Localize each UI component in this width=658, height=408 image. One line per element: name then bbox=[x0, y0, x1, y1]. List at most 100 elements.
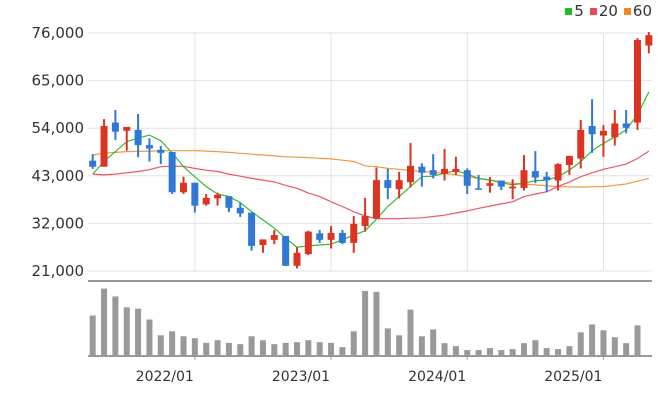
y-axis: 76,000 65,000 54,000 43,000 32,000 21,000 bbox=[32, 24, 85, 280]
candle-up bbox=[634, 39, 641, 123]
candle-down bbox=[191, 182, 199, 206]
candle-up bbox=[395, 180, 403, 190]
candle-down bbox=[463, 170, 471, 186]
volume-bar bbox=[339, 347, 346, 356]
candle-up bbox=[520, 170, 528, 188]
candle-up bbox=[180, 182, 187, 193]
legend: 5 20 60 bbox=[565, 2, 652, 20]
candle-down bbox=[248, 212, 256, 246]
candle-up bbox=[372, 180, 380, 219]
volume-bar bbox=[157, 335, 164, 356]
volume-bar bbox=[543, 348, 550, 356]
ma5-swatch bbox=[565, 7, 573, 15]
volume-bar bbox=[498, 350, 505, 356]
ma20-line bbox=[92, 150, 650, 220]
volume-bar bbox=[509, 349, 516, 356]
legend-label: 5 bbox=[574, 2, 584, 20]
candle-down bbox=[429, 170, 437, 175]
volume-bar bbox=[89, 315, 96, 356]
volume-bar bbox=[225, 342, 232, 356]
volume-bar bbox=[611, 337, 618, 356]
candle-up bbox=[441, 168, 449, 175]
candle-down bbox=[622, 123, 630, 128]
y-tick-label: 65,000 bbox=[32, 72, 85, 90]
volume-bar bbox=[521, 343, 527, 356]
candle-down bbox=[338, 232, 346, 243]
volume-bar bbox=[623, 343, 630, 356]
volume-bar bbox=[123, 307, 130, 356]
candles bbox=[89, 32, 653, 269]
candle-up bbox=[259, 239, 267, 246]
ma5-line bbox=[92, 91, 650, 248]
legend-label: 20 bbox=[598, 2, 618, 20]
candle-down bbox=[384, 180, 392, 188]
candle-down bbox=[588, 126, 596, 135]
candle-up bbox=[407, 165, 414, 183]
volume-bar bbox=[305, 340, 312, 356]
ma60-line bbox=[92, 150, 650, 188]
legend-label: 60 bbox=[632, 2, 652, 20]
candle-down bbox=[282, 235, 290, 266]
volume-bar bbox=[566, 346, 573, 356]
volume-bar bbox=[191, 338, 198, 356]
moving-averages bbox=[92, 91, 650, 248]
candle-down bbox=[89, 160, 97, 167]
candle-up bbox=[554, 164, 562, 181]
volume-bar bbox=[418, 336, 425, 356]
volume-bar bbox=[328, 342, 335, 356]
volume-bar bbox=[645, 355, 652, 356]
candle-up bbox=[327, 232, 335, 240]
volume-bar bbox=[555, 349, 562, 356]
candle-up bbox=[577, 129, 585, 159]
volume-bar bbox=[180, 336, 187, 356]
volume-bars bbox=[89, 288, 652, 356]
volume-bar bbox=[396, 335, 403, 356]
volume-bar bbox=[532, 340, 539, 356]
x-tick-label: 2023/01 bbox=[272, 369, 330, 385]
volume-bar bbox=[203, 342, 210, 356]
volume-bar bbox=[384, 328, 391, 356]
candle-down bbox=[236, 207, 244, 214]
y-tick-label: 21,000 bbox=[32, 262, 85, 280]
volume-bar bbox=[282, 342, 289, 356]
volume-bar bbox=[441, 343, 448, 356]
legend-item-ma60[interactable]: 60 bbox=[623, 2, 652, 20]
candle-up bbox=[599, 130, 607, 136]
volume-bar bbox=[169, 331, 176, 356]
volume-bar bbox=[430, 329, 437, 356]
candle-up bbox=[270, 235, 278, 240]
y-tick-label: 54,000 bbox=[32, 119, 85, 137]
candle-up bbox=[202, 197, 210, 205]
volume-bar bbox=[589, 324, 596, 356]
candle-up bbox=[486, 183, 494, 186]
volume-bar bbox=[600, 330, 607, 356]
candle-up bbox=[214, 194, 222, 199]
candle-down bbox=[418, 166, 426, 173]
candle-up bbox=[611, 123, 619, 138]
x-tick-label: 2024/01 bbox=[408, 369, 466, 385]
volume-bar bbox=[464, 350, 471, 356]
candle-down bbox=[475, 188, 483, 190]
candle-up bbox=[293, 252, 301, 266]
volume-bar bbox=[634, 325, 641, 356]
volume-bar bbox=[237, 344, 244, 356]
volume-bar bbox=[407, 309, 414, 356]
legend-item-ma5[interactable]: 5 bbox=[565, 2, 584, 20]
volume-bar bbox=[214, 340, 221, 356]
y-tick-label: 32,000 bbox=[32, 214, 85, 232]
candle-down bbox=[225, 196, 233, 208]
candle-up bbox=[304, 231, 312, 255]
candle-up bbox=[645, 35, 653, 46]
volume-bar bbox=[271, 344, 278, 356]
x-tick-label: 2025/01 bbox=[544, 369, 602, 385]
legend-item-ma20[interactable]: 20 bbox=[589, 2, 618, 20]
volume-bar bbox=[362, 290, 369, 356]
x-axis: 2022/01 2023/01 2024/01 2025/01 bbox=[136, 369, 603, 385]
grid bbox=[88, 32, 652, 360]
candle-down bbox=[316, 233, 324, 240]
y-tick-label: 43,000 bbox=[32, 167, 85, 185]
candle-up bbox=[509, 186, 517, 189]
volume-bar bbox=[112, 296, 119, 356]
volume-bar bbox=[475, 350, 482, 356]
candle-down bbox=[157, 149, 165, 153]
